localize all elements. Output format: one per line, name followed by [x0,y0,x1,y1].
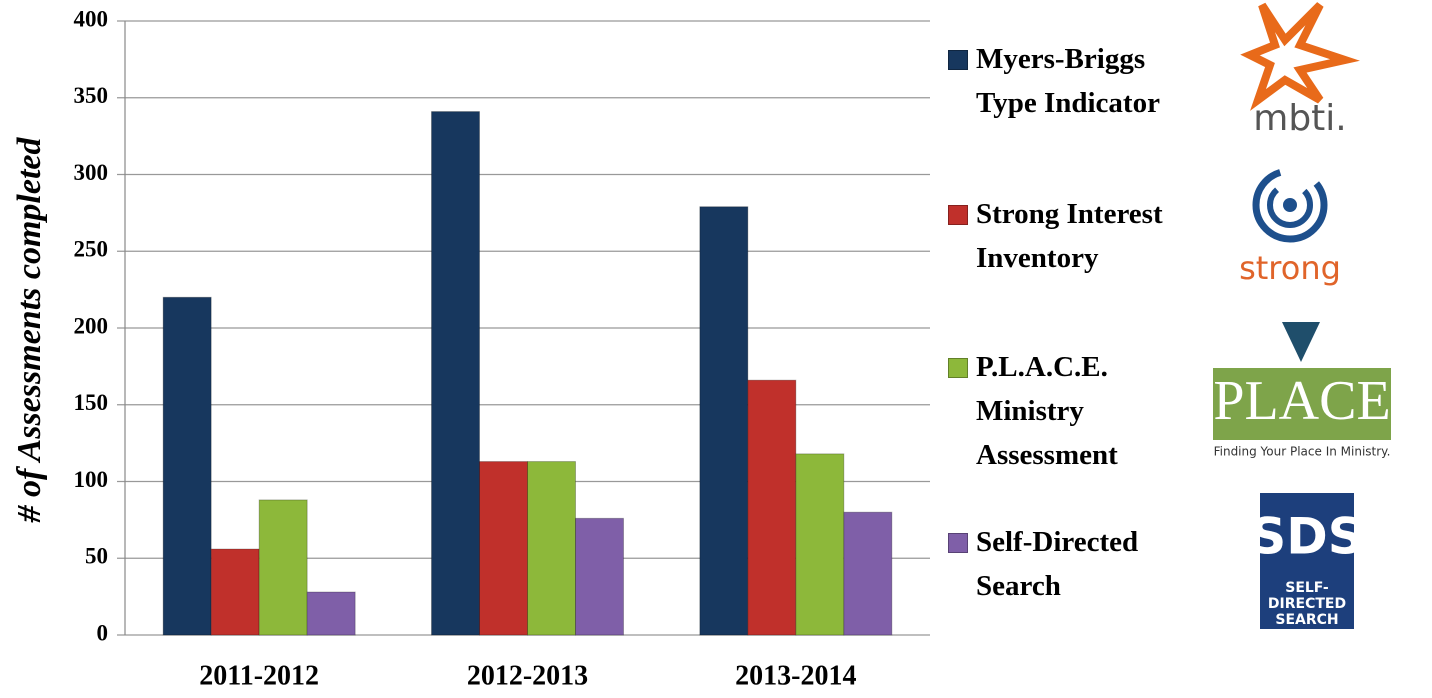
logo-mbti: mbti. [1240,2,1360,139]
logo-text: SDS [1250,508,1364,566]
bar [258,499,308,636]
y-tick-label: 200 [74,313,109,338]
legend-swatch [948,50,968,70]
bar [527,461,576,636]
legend-label: Myers-Briggs Type Indicator [976,43,1160,119]
legend-entry: Strong Interest Inventory [948,192,1198,280]
logo-place: PLACE Finding Your Place In Ministry. [1213,322,1391,459]
y-tick-label: 150 [74,390,109,415]
bar [162,296,212,636]
legend-entry: P.L.A.C.E. Ministry Assessment [948,345,1198,477]
bar [575,517,624,636]
y-axis-label: # of Assessments completed [11,137,48,524]
logo-sds: SDS SELF-DIRECTED SEARCH [1250,493,1364,629]
legend-label: Self-Directed Search [976,526,1139,602]
bar [747,379,797,636]
legend-swatch [948,205,968,225]
y-tick-label: 300 [74,160,109,185]
bar [210,548,260,636]
legend-swatch [948,533,968,553]
logo-text: Finding Your Place In Ministry. [1214,445,1391,459]
y-tick-label: 400 [74,6,109,31]
y-tick-label: 0 [97,620,109,645]
legend-entry: Self-Directed Search [948,520,1198,608]
logo-sub: SELF-DIRECTED SEARCH [1267,580,1347,628]
bar [795,453,845,636]
x-tick-label: 2011-2012 [199,660,319,691]
x-tick-label: 2012-2013 [467,660,588,691]
legend-swatch [948,358,968,378]
legend-entry: Myers-Briggs Type Indicator [948,37,1198,125]
logo-text: mbti. [1253,98,1346,139]
bar [431,111,480,636]
logo-text: SELF-DIRECTED SEARCH [1267,580,1347,628]
y-tick-label: 350 [74,83,109,108]
logo-text: PLACE [1213,370,1390,432]
logo-text: strong [1239,249,1341,287]
bar [843,511,893,636]
bar [306,591,356,636]
y-tick-label: 250 [74,237,109,262]
y-tick-label: 50 [85,544,108,569]
legend-label: Strong Interest Inventory [976,198,1163,274]
logo-strong: strong [1239,167,1341,287]
y-tick-label: 100 [74,467,109,492]
x-tick-label: 2013-2014 [735,660,856,691]
bar [699,206,749,636]
legend-label: P.L.A.C.E. Ministry Assessment [976,351,1118,471]
bar [479,461,528,636]
